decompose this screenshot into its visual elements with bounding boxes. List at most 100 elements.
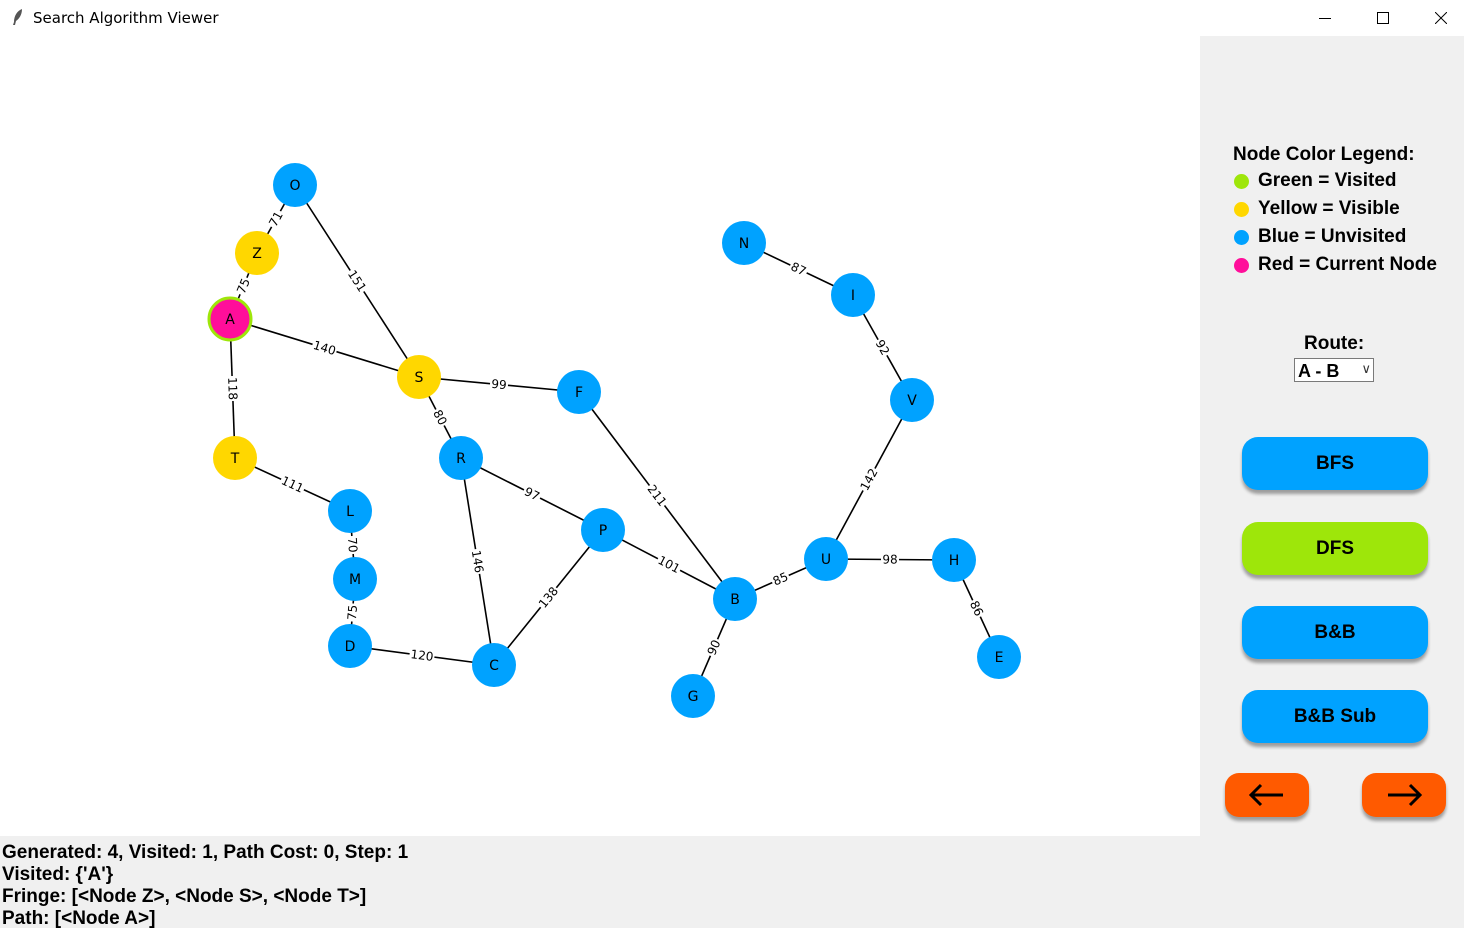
edge-label-bg [408,646,436,665]
edge-weight-label: 85 [771,570,791,589]
window-title: Search Algorithm Viewer [33,9,219,27]
node-label: N [739,236,749,252]
graph-node-M: M [333,557,377,601]
graph-node-Z: Z [235,231,279,275]
node-label: H [949,553,960,569]
node-label: I [851,288,855,304]
arrow-right-icon [1388,783,1423,807]
graph-node-O: O [273,163,317,207]
node-circle [397,355,441,399]
graph-node-V: V [890,378,934,422]
edge-weight-label: 140 [311,338,337,358]
status-panel: Generated: 4, Visited: 1, Path Cost: 0, … [0,836,1200,929]
graph-node-R: R [439,436,483,480]
status-fringe: Fringe: [<Node Z>, <Node S>, <Node T>] [2,886,367,907]
legend-dot-blue [1234,229,1249,245]
edge-weight-label: 98 [882,552,897,566]
node-circle [831,273,875,317]
node-label: V [907,393,917,409]
edge-label-bg [787,258,810,280]
node-circle [977,635,1021,679]
edge-label-bg [233,275,254,297]
legend-dot-red [1234,257,1249,273]
edge-label-bg [643,481,671,510]
node-circle [671,674,715,718]
edge-label-bg [310,337,339,359]
node-circle [581,508,625,552]
edge-label-bg [871,336,894,359]
node-label: P [599,523,607,539]
edge-weight-label: 146 [469,549,486,574]
edge-label-bg [769,568,792,590]
edge-label-bg [344,266,370,296]
node-label: B [730,592,740,608]
node-label: A [225,312,235,328]
dfs-button[interactable]: DFS [1242,522,1428,575]
bfs-button[interactable]: BFS [1242,437,1428,490]
legend-item-label: Green = Visited [1258,170,1397,191]
graph-node-C: C [472,643,516,687]
prev-step-button[interactable] [1225,773,1309,817]
node-circle [235,231,279,275]
graph-node-D: D [328,624,372,668]
edge-weight-label: 75 [234,276,253,295]
edge-weight-label: 138 [536,584,561,611]
chevron-down-icon: ∨ [1361,361,1371,376]
edge-weight-label: 87 [789,259,809,278]
graph-node-I: I [831,273,875,317]
bb-sub-button[interactable]: B&B Sub [1242,690,1428,743]
route-dropdown[interactable]: A - B ∨ [1294,358,1374,382]
node-circle [333,557,377,601]
edge-label-bg [265,207,287,231]
node-circle [213,436,257,480]
control-panel: Node Color Legend: Green = Visited Yello… [1200,36,1464,928]
edge-weight-label: 211 [645,482,670,509]
graph-node-E: E [977,635,1021,679]
bb-button[interactable]: B&B [1242,606,1428,659]
feather-icon [13,9,22,25]
graph-node-B: B [713,577,757,621]
edge-label-bg [654,552,684,577]
legend-item-unvisited: Blue = Unvisited [1234,225,1406,249]
node-circle [557,370,601,414]
next-step-button[interactable] [1362,773,1446,817]
edge-weight-label: 90 [705,638,724,658]
node-label: G [688,689,699,705]
graph-node-T: T [213,436,257,480]
node-circle [713,577,757,621]
edge-label-bg [429,406,451,429]
node-label: Z [252,246,262,262]
route-selected-value: A - B [1298,361,1340,381]
node-circle [328,624,372,668]
legend-item-visible: Yellow = Visible [1234,197,1400,221]
arrow-left-icon [1248,783,1283,807]
legend-item-label: Yellow = Visible [1258,198,1400,219]
legend-dot-green [1234,173,1249,189]
close-icon [1435,12,1447,24]
graph-node-L: L [328,489,372,533]
node-label: O [289,178,300,194]
edge-label-bg [278,472,307,497]
status-visited: Visited: {'A'} [2,864,114,885]
node-label: S [415,370,424,386]
graph-node-S: S [397,355,441,399]
graph-node-G: G [671,674,715,718]
edge-weight-label: 118 [225,377,240,400]
edge-label-bg [344,603,361,622]
edge-weight-label: 99 [491,377,508,392]
edge-weight-label: 80 [430,407,449,427]
node-label: E [995,650,1004,666]
graph-node-A: A [207,296,253,342]
close-button[interactable] [1412,0,1464,36]
graph-node-H: H [932,538,976,582]
title-bar: Search Algorithm Viewer [0,0,1464,36]
edge-label-bg [344,535,361,555]
maximize-button[interactable] [1354,0,1412,36]
node-circle [890,378,934,422]
node-label: U [821,552,831,568]
minimize-button[interactable] [1296,0,1354,36]
node-label: R [456,451,466,467]
graph-node-N: N [722,221,766,265]
edge-weight-label: 97 [522,484,542,503]
node-circle [328,489,372,533]
